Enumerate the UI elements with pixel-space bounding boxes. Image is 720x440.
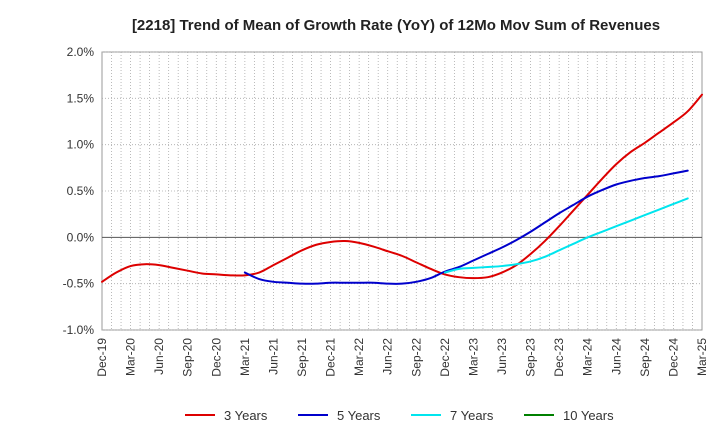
y-tick-label: 1.5% xyxy=(67,91,95,105)
legend-label-10-years: 10 Years xyxy=(563,408,614,423)
y-tick-label: -0.5% xyxy=(63,277,95,291)
series-line-3-years xyxy=(101,93,703,283)
x-tick-label: Dec-22 xyxy=(438,338,452,377)
series-line-7-years xyxy=(443,197,689,274)
x-tick-label: Dec-23 xyxy=(552,338,566,377)
y-tick-label: 0.0% xyxy=(67,230,95,244)
x-tick-label: Mar-22 xyxy=(352,338,366,376)
series-line-5-years xyxy=(243,169,689,285)
x-tick-label: Jun-23 xyxy=(495,338,509,375)
x-tick-label: Sep-23 xyxy=(524,338,538,377)
x-tick-label: Sep-22 xyxy=(409,338,423,377)
series-lines xyxy=(101,93,703,285)
x-tick-label: Sep-20 xyxy=(181,338,195,377)
x-tick-label: Jun-20 xyxy=(152,338,166,375)
x-tick-label: Mar-24 xyxy=(581,338,595,376)
x-tick-label: Dec-21 xyxy=(324,338,338,377)
y-tick-label: 2.0% xyxy=(67,45,95,59)
x-tick-label: Jun-21 xyxy=(266,338,280,375)
y-tick-label: 1.0% xyxy=(67,138,95,152)
x-tick-label: Mar-25 xyxy=(695,338,709,376)
y-tick-label: 0.5% xyxy=(67,184,95,198)
y-tick-label: -1.0% xyxy=(63,323,95,337)
chart-title: [2218] Trend of Mean of Growth Rate (YoY… xyxy=(132,17,660,34)
legend-label-7-years: 7 Years xyxy=(450,408,494,423)
x-tick-label: Dec-20 xyxy=(209,338,223,377)
x-tick-label: Sep-24 xyxy=(638,338,652,377)
legend-label-3-years: 3 Years xyxy=(224,408,268,423)
grid xyxy=(101,51,703,331)
axes: -1.0% -0.5% 0.0% 0.5% 1.0% 1.5% 2.0% Dec-19 Mar-… xyxy=(63,45,709,377)
x-tick-label: Dec-19 xyxy=(95,338,109,377)
x-tick-label: Mar-23 xyxy=(466,338,480,376)
x-tick-label: Sep-21 xyxy=(295,338,309,377)
x-tick-label: Jun-22 xyxy=(381,338,395,375)
legend-label-5-years: 5 Years xyxy=(337,408,381,423)
x-tick-label: Dec-24 xyxy=(666,338,680,377)
legend: 3 Years 5 Years 7 Years 10 Years xyxy=(185,408,614,423)
x-tick-label: Jun-24 xyxy=(609,338,623,375)
x-tick-label: Mar-20 xyxy=(124,338,138,376)
x-tick-label: Mar-21 xyxy=(238,338,252,376)
